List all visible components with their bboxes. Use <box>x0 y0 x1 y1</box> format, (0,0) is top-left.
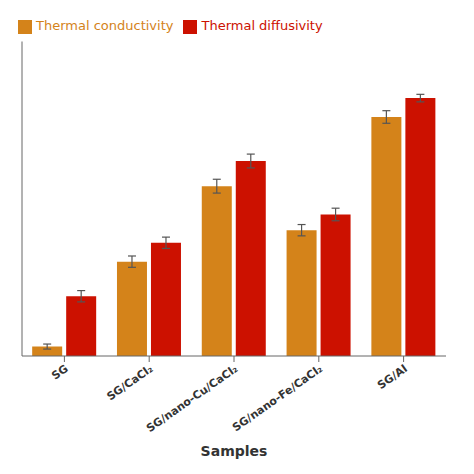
svg-text:Samples: Samples <box>201 443 268 459</box>
svg-text:SG/CaCl₂: SG/CaCl₂ <box>104 362 155 403</box>
html-text:Thermal conductivity: Thermal conductivity <box>36 18 174 33</box>
svg-text:SG/nano-Fe/CaCl₂: SG/nano-Fe/CaCl₂ <box>230 362 325 434</box>
html-text:Thermal diffusivity: Thermal diffusivity <box>201 18 323 33</box>
svg-text:SG/nano-Cu/CaCl₂: SG/nano-Cu/CaCl₂ <box>144 362 240 435</box>
svg-text:SG: SG <box>49 362 70 382</box>
svg-text:SG/Al: SG/Al <box>375 362 410 392</box>
